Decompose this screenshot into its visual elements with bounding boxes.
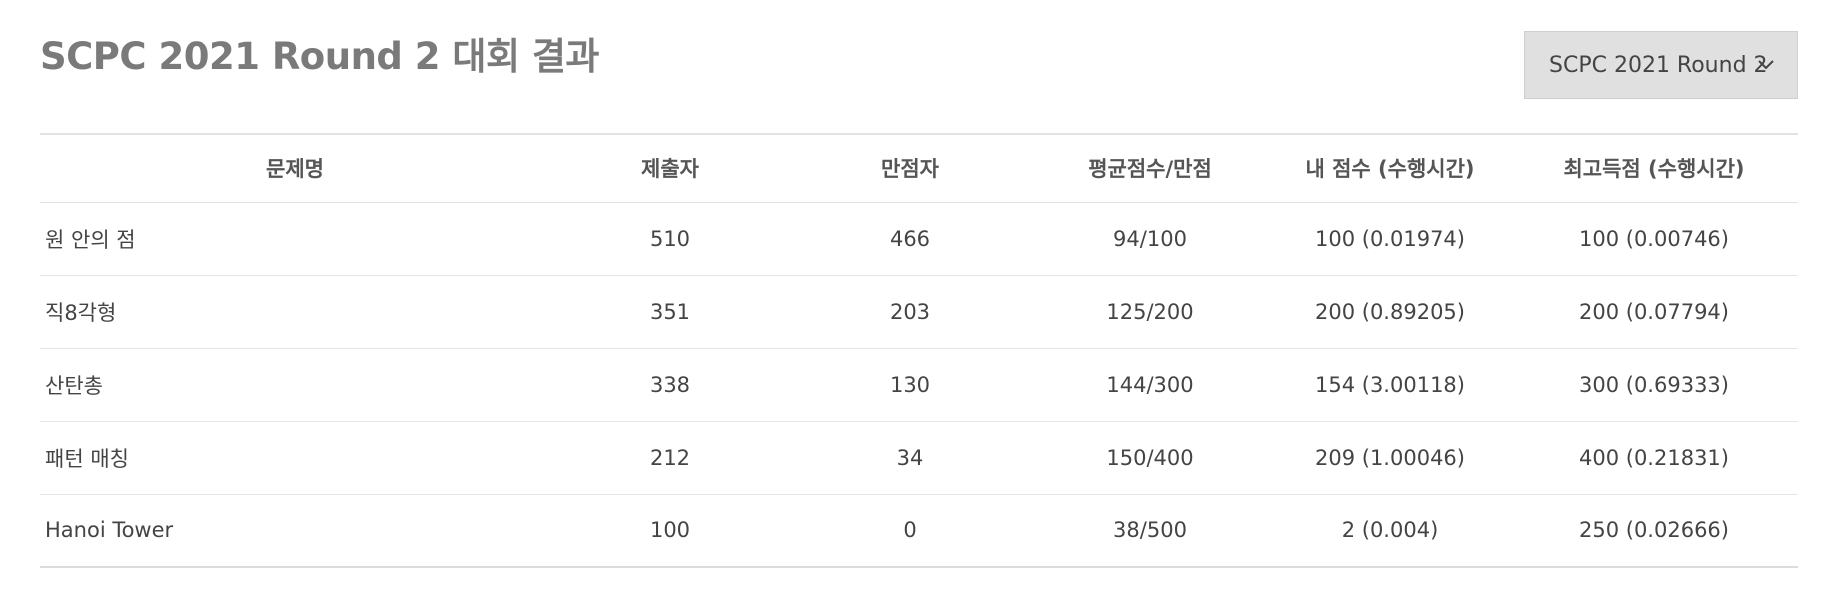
- full-scorers-count: 130: [889, 372, 931, 397]
- table-header-row: 문제명 제출자 만점자 평균점수/만점 내 점수 (수행시간) 최고득점 (수행…: [40, 134, 1798, 202]
- header-problem: 문제명: [266, 157, 324, 182]
- full-scorers-count: 0: [903, 518, 917, 543]
- submitters-count: 510: [649, 226, 691, 251]
- submitters-count: 338: [649, 372, 691, 397]
- page-title: SCPC 2021 Round 2 대회 결과: [40, 35, 599, 78]
- submitters-count: 100: [649, 518, 691, 543]
- best-score: 100 (0.00746): [1579, 226, 1729, 251]
- avg-max-score: 125/200: [1106, 299, 1194, 324]
- results-table: 문제명 제출자 만점자 평균점수/만점 내 점수 (수행시간) 최고득점 (수행…: [40, 133, 1798, 568]
- avg-max-score: 144/300: [1106, 372, 1194, 397]
- header-my-score: 내 점수 (수행시간): [1305, 157, 1475, 182]
- full-scorers-count: 34: [896, 445, 924, 470]
- problem-name: 직8각형: [45, 300, 117, 325]
- table-row: 원 안의 점 510 466 94/100 100 (0.01974) 100 …: [40, 202, 1798, 275]
- full-scorers-count: 466: [889, 226, 931, 251]
- problem-name: 패턴 매칭: [45, 446, 129, 471]
- header-submitters: 제출자: [641, 157, 699, 182]
- full-scorers-count: 203: [889, 299, 931, 324]
- avg-max-score: 94/100: [1113, 226, 1187, 251]
- header-full-scorers: 만점자: [881, 157, 939, 182]
- my-score: 2 (0.004): [1341, 518, 1439, 543]
- round-select-dropdown[interactable]: SCPC 2021 Round 2: [1524, 31, 1798, 99]
- problem-name: 산탄총: [45, 373, 103, 398]
- problem-name: 원 안의 점: [45, 227, 136, 252]
- table-row: 패턴 매칭 212 34 150/400 209 (1.00046) 400 (…: [40, 421, 1798, 494]
- best-score: 200 (0.07794): [1579, 299, 1729, 324]
- best-score: 250 (0.02666): [1579, 518, 1729, 543]
- header-avg-max: 평균점수/만점: [1088, 157, 1212, 182]
- submitters-count: 212: [649, 445, 691, 470]
- avg-max-score: 38/500: [1113, 518, 1187, 543]
- my-score: 209 (1.00046): [1315, 445, 1465, 470]
- chevron-down-icon: [1758, 60, 1774, 70]
- table-row: Hanoi Tower 100 0 38/500 2 (0.004) 250 (…: [40, 494, 1798, 567]
- my-score: 100 (0.01974): [1315, 226, 1465, 251]
- submitters-count: 351: [649, 299, 691, 324]
- header-best-score: 최고득점 (수행시간): [1563, 157, 1745, 182]
- table-row: 직8각형 351 203 125/200 200 (0.89205) 200 (…: [40, 275, 1798, 348]
- avg-max-score: 150/400: [1106, 445, 1194, 470]
- best-score: 300 (0.69333): [1579, 372, 1729, 397]
- problem-name: Hanoi Tower: [45, 518, 174, 543]
- best-score: 400 (0.21831): [1579, 445, 1729, 470]
- table-row: 산탄총 338 130 144/300 154 (3.00118) 300 (0…: [40, 348, 1798, 421]
- round-select-value: SCPC 2021 Round 2: [1549, 52, 1768, 78]
- my-score: 200 (0.89205): [1315, 299, 1465, 324]
- my-score: 154 (3.00118): [1315, 372, 1465, 397]
